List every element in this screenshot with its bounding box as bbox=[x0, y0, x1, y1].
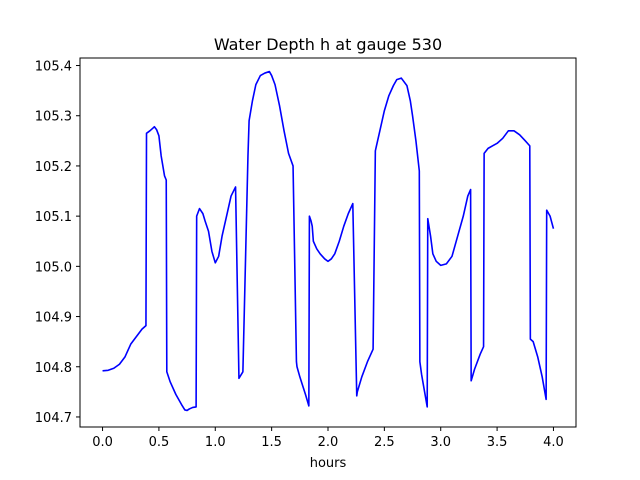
y-tick-label: 105.1 bbox=[35, 210, 72, 225]
y-tick-label: 105.2 bbox=[35, 160, 72, 175]
x-tick-label: 0.0 bbox=[92, 435, 113, 450]
y-tick-label: 104.7 bbox=[35, 411, 72, 426]
series-line-0 bbox=[102, 70, 555, 412]
series-layer bbox=[102, 70, 555, 412]
y-tick-label: 105.0 bbox=[35, 260, 72, 275]
chart-title: Water Depth h at gauge 530 bbox=[214, 35, 442, 54]
y-tick-label: 104.9 bbox=[35, 311, 72, 326]
x-tick-label: 3.0 bbox=[430, 435, 451, 450]
x-tick-label: 3.5 bbox=[487, 435, 508, 450]
x-axis: 0.0 0.5 1.0 1.5 2.0 2.5 3.0 3.5 4.0 bbox=[92, 427, 564, 450]
x-axis-label: hours bbox=[310, 456, 347, 471]
x-tick-label: 1.5 bbox=[261, 435, 282, 450]
x-tick-label: 2.0 bbox=[318, 435, 339, 450]
x-tick-label: 1.0 bbox=[205, 435, 226, 450]
y-axis: 104.7 104.8 104.9 105.0 105.1 105.2 105.3 105.4 bbox=[35, 60, 80, 426]
y-tick-label: 105.3 bbox=[35, 110, 72, 125]
x-tick-label: 2.5 bbox=[374, 435, 395, 450]
y-tick-label: 104.8 bbox=[35, 361, 72, 376]
x-tick-label: 4.0 bbox=[543, 435, 564, 450]
y-tick-label: 105.4 bbox=[35, 60, 72, 75]
x-tick-label: 0.5 bbox=[149, 435, 170, 450]
